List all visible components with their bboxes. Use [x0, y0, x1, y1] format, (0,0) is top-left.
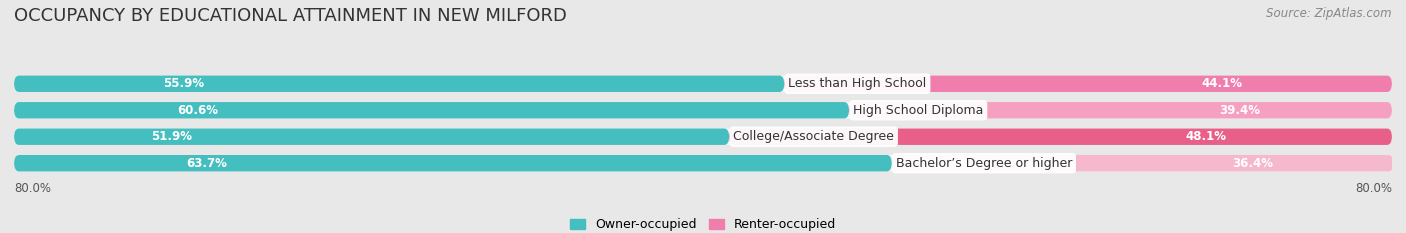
Text: Source: ZipAtlas.com: Source: ZipAtlas.com: [1267, 7, 1392, 20]
FancyBboxPatch shape: [14, 75, 1392, 92]
FancyBboxPatch shape: [891, 155, 1393, 171]
FancyBboxPatch shape: [14, 102, 849, 118]
Text: OCCUPANCY BY EDUCATIONAL ATTAINMENT IN NEW MILFORD: OCCUPANCY BY EDUCATIONAL ATTAINMENT IN N…: [14, 7, 567, 25]
Text: 36.4%: 36.4%: [1233, 157, 1274, 170]
FancyBboxPatch shape: [14, 155, 891, 171]
FancyBboxPatch shape: [14, 155, 1392, 171]
FancyBboxPatch shape: [14, 129, 730, 145]
Legend: Owner-occupied, Renter-occupied: Owner-occupied, Renter-occupied: [565, 213, 841, 233]
Text: High School Diploma: High School Diploma: [853, 104, 984, 117]
FancyBboxPatch shape: [14, 102, 1392, 118]
Text: 60.6%: 60.6%: [177, 104, 218, 117]
Text: Bachelor’s Degree or higher: Bachelor’s Degree or higher: [896, 157, 1073, 170]
FancyBboxPatch shape: [14, 75, 785, 92]
FancyBboxPatch shape: [785, 75, 1392, 92]
FancyBboxPatch shape: [730, 129, 1392, 145]
Text: 63.7%: 63.7%: [187, 157, 228, 170]
Text: 44.1%: 44.1%: [1201, 77, 1243, 90]
Text: 39.4%: 39.4%: [1219, 104, 1260, 117]
Text: 80.0%: 80.0%: [1355, 182, 1392, 195]
Text: College/Associate Degree: College/Associate Degree: [734, 130, 894, 143]
FancyBboxPatch shape: [14, 129, 1392, 145]
Text: 80.0%: 80.0%: [14, 182, 51, 195]
Text: Less than High School: Less than High School: [789, 77, 927, 90]
FancyBboxPatch shape: [849, 102, 1392, 118]
Text: 55.9%: 55.9%: [163, 77, 204, 90]
Text: 51.9%: 51.9%: [150, 130, 191, 143]
Text: 48.1%: 48.1%: [1185, 130, 1227, 143]
